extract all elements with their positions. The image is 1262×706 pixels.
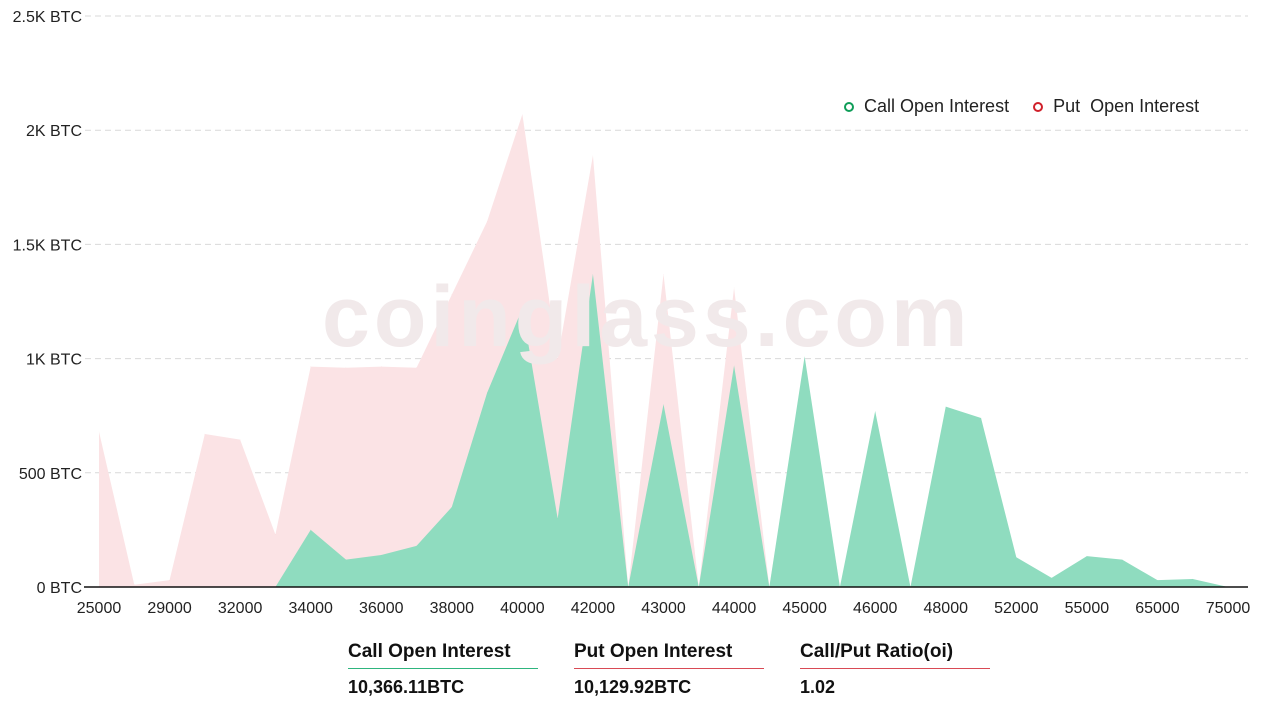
x-tick-label: 65000 <box>1135 600 1180 617</box>
x-tick-label: 29000 <box>147 600 192 617</box>
put-oi-label: Put Open Interest <box>574 641 764 669</box>
legend-call-label: Call Open Interest <box>864 96 1010 116</box>
x-tick-label: 34000 <box>288 600 333 617</box>
ratio-value: 1.02 <box>800 677 836 697</box>
call-oi-stat: Call Open Interest 10,366.11BTC <box>348 641 538 698</box>
call-oi-area <box>99 274 1228 587</box>
x-tick-label: 52000 <box>994 600 1039 617</box>
legend-put-label: Put Open Interest <box>1053 96 1200 116</box>
x-tick-label: 36000 <box>359 600 404 617</box>
legend: Call Open Interest Put Open Interest <box>844 96 1199 117</box>
summary-stats: Call Open Interest 10,366.11BTC Put Open… <box>348 641 990 698</box>
x-tick-label: 40000 <box>500 600 545 617</box>
put-dot-icon <box>1033 101 1044 112</box>
put-oi-value: 10,129.92BTC <box>574 677 692 697</box>
x-tick-label: 44000 <box>712 600 757 617</box>
put-oi-stat: Put Open Interest 10,129.92BTC <box>574 641 764 698</box>
legend-call[interactable]: Call Open Interest <box>844 96 1009 117</box>
call-dot-icon <box>844 101 854 112</box>
y-tick-label: 500 BTC <box>19 466 82 483</box>
ratio-label: Call/Put Ratio(oi) <box>800 641 990 669</box>
x-tick-label: 32000 <box>218 600 263 617</box>
oi-chart: 0 BTC 500 BTC 1K BTC 1.5K BTC 2K BTC 2.5K BTC… <box>13 9 1251 617</box>
x-tick-label: 43000 <box>641 600 686 617</box>
x-tick-label: 48000 <box>924 600 969 617</box>
x-tick-label: 45000 <box>782 600 827 617</box>
x-tick-label: 75000 <box>1206 600 1251 617</box>
y-tick-label: 2.5K BTC <box>13 9 82 26</box>
x-tick-label: 42000 <box>571 600 616 617</box>
x-tick-label: 55000 <box>1065 600 1110 617</box>
x-tick-label: 46000 <box>853 600 898 617</box>
axis-layer: 0 BTC 500 BTC 1K BTC 1.5K BTC 2K BTC 2.5K BTC… <box>13 9 1251 617</box>
x-tick-label: 25000 <box>77 600 122 617</box>
call-oi-label: Call Open Interest <box>348 641 538 669</box>
ratio-stat: Call/Put Ratio(oi) 1.02 <box>800 641 990 698</box>
call-oi-value: 10,366.11BTC <box>348 677 465 697</box>
y-tick-label: 2K BTC <box>26 123 82 140</box>
legend-put[interactable]: Put Open Interest <box>1033 96 1199 117</box>
y-tick-label: 1K BTC <box>26 352 82 369</box>
y-tick-label: 0 BTC <box>37 580 82 597</box>
y-tick-label: 1.5K BTC <box>13 237 82 254</box>
x-tick-label: 38000 <box>430 600 475 617</box>
watermark: coinglass.com <box>322 269 972 365</box>
